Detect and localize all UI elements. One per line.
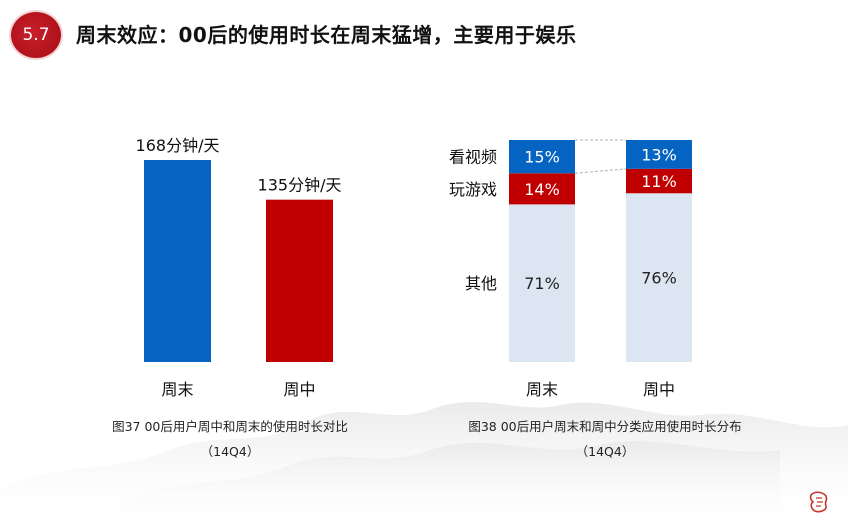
category-distribution-stacked-chart: 71% 14% 15% 76% 11% 13% 其他 玩游戏 看视频 周末 周中: [449, 139, 692, 399]
segment-label-1-2: 14%: [524, 180, 560, 199]
segment-label-2-1: 76%: [641, 269, 677, 288]
mountain-background-decoration: [0, 401, 848, 530]
data-labels-group: 168分钟/天 135分钟/天: [136, 136, 342, 195]
category-label-1: 周末: [161, 380, 193, 399]
series-labels-group: 其他 玩游戏 看视频: [449, 148, 497, 294]
segment-2-3: [626, 140, 692, 169]
segment-label-2-3: 13%: [641, 145, 677, 164]
section-number-badge: 5.7: [11, 12, 61, 58]
category-label-2: 周中: [283, 380, 315, 399]
segment-1-3: [509, 140, 575, 174]
chart-caption-right: 图38 00后用户周末和周中分类应用使用时长分布 （14Q4）: [440, 416, 770, 460]
series-label-3: 看视频: [449, 148, 497, 167]
caption-right-line2: （14Q4）: [575, 444, 635, 459]
stacked-bars-group: 71% 14% 15% 76% 11% 13%: [509, 140, 692, 362]
caption-left-line1: 图37 00后用户周中和周末的使用时长对比: [112, 419, 348, 434]
bars-group: [144, 160, 333, 362]
category-label-2: 周中: [643, 380, 675, 399]
category-labels-group: 周末 周中: [526, 380, 675, 399]
chart-caption-left: 图37 00后用户周中和周末的使用时长对比 （14Q4）: [70, 416, 390, 460]
bar-2: [266, 199, 333, 362]
segment-1-1: [509, 204, 575, 362]
segment-2-2: [626, 168, 692, 194]
segment-label-1-3: 15%: [524, 148, 560, 167]
series-label-1: 其他: [465, 274, 497, 293]
connector-lines-group: [574, 139, 627, 174]
duration-bar-chart: 168分钟/天 135分钟/天 周末 周中: [136, 136, 342, 399]
seal-stamp-icon: [809, 491, 828, 513]
series-label-2: 玩游戏: [449, 180, 497, 199]
segment-label-1-1: 71%: [524, 274, 560, 293]
segment-label-2-2: 11%: [641, 172, 677, 191]
segment-1-2: [509, 173, 575, 205]
caption-right-line1: 图38 00后用户周末和周中分类应用使用时长分布: [468, 419, 742, 434]
caption-left-line2: （14Q4）: [200, 444, 260, 459]
category-labels-group: 周末 周中: [161, 380, 315, 399]
segment-2-1: [626, 193, 692, 362]
connector-line: [574, 168, 627, 174]
bar-1: [144, 160, 211, 362]
data-label-1: 168分钟/天: [136, 136, 220, 155]
category-label-1: 周末: [526, 380, 558, 399]
page-title: 周末效应：00后的使用时长在周末猛增，主要用于娱乐: [76, 23, 577, 47]
data-label-2: 135分钟/天: [258, 176, 342, 195]
